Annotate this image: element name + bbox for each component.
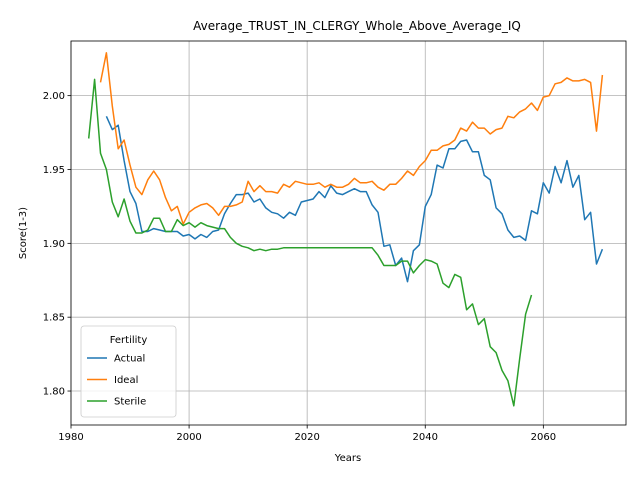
legend: Fertility Actual Ideal Sterile [80,325,177,418]
x-tick-label: 2020 [294,432,319,443]
y-tick-label: 1.90 [43,239,65,250]
legend-entries: Actual Ideal Sterile [87,354,146,408]
x-axis-ticks: 1980 2000 2020 2040 2060 [58,425,556,443]
x-tick-label: 2060 [531,432,556,443]
legend-box [80,325,177,418]
x-axis-label: Years [334,453,361,464]
y-axis-ticks: 1.80 1.85 1.90 1.95 2.00 [43,91,71,398]
y-tick-label: 1.85 [43,313,65,324]
series-line-ideal [99,52,604,225]
y-tick-label: 1.95 [43,165,65,176]
series-line-sterile [87,78,533,407]
grid-lines [70,41,626,425]
series-line-actual [105,115,604,283]
legend-label-actual: Actual [114,354,145,365]
chart-title: Average_TRUST_IN_CLERGY_Whole_Above_Aver… [193,19,521,33]
y-tick-label: 2.00 [43,91,65,102]
legend-title: Fertility [110,335,148,346]
plot-frame [70,40,627,426]
x-tick-label: 1980 [58,432,83,443]
y-tick-label: 1.80 [43,387,65,398]
y-axis-label: Score(1-3) [18,207,29,259]
x-tick-label: 2040 [413,432,438,443]
x-tick-label: 2000 [176,432,201,443]
series-layer [87,52,604,407]
legend-label-sterile: Sterile [114,397,146,408]
legend-label-ideal: Ideal [114,375,138,386]
